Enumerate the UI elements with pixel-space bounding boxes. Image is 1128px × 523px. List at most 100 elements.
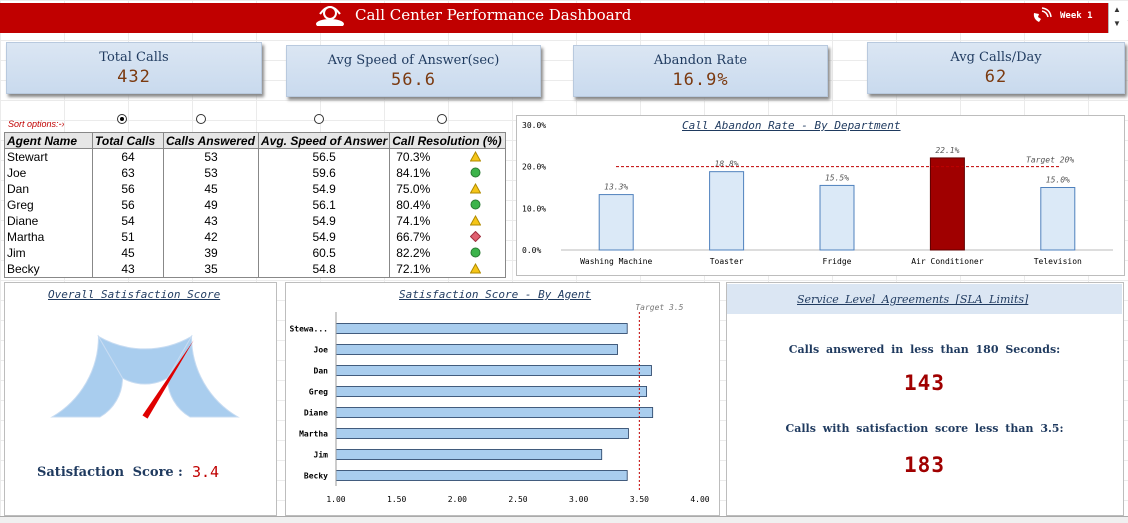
x-tick-label: 4.00 — [690, 495, 709, 504]
abandon-chart-title: Call Abandon Rate - By Department — [682, 119, 901, 132]
agent-name-cell: Martha — [4, 229, 93, 245]
calls-answered-cell: 35 — [163, 261, 259, 278]
agent-name-cell: Stewart — [4, 148, 93, 165]
agent-satisfaction-bar — [335, 470, 628, 481]
gauge-needle — [142, 340, 194, 419]
bar-value-label: 15.0% — [1046, 176, 1070, 185]
avg-speed-cell: 56.1 — [257, 197, 391, 213]
headset-icon — [316, 6, 344, 26]
col-call-resolution[interactable]: Call Resolution (%) — [389, 132, 507, 149]
agent-name-cell: Becky — [4, 261, 93, 278]
satisfaction-gauge-panel — [4, 282, 277, 516]
table-row: Jim 45 39 60.5 82.2% — [4, 245, 507, 261]
kpi-label: Abandon Rate — [653, 53, 748, 68]
agent-name-cell: Greg — [4, 197, 93, 213]
sort-radio-calls-answered[interactable] — [196, 114, 206, 124]
total-calls-cell: 63 — [92, 165, 164, 181]
week-label[interactable]: Week 1 — [1060, 11, 1093, 21]
x-tick-label: 3.50 — [630, 495, 649, 504]
abandon-bar — [1040, 187, 1076, 251]
avg-speed-cell: 54.9 — [257, 213, 391, 229]
red-diamond-icon — [470, 231, 482, 242]
agent-satisfaction-bar — [335, 407, 654, 418]
green-circle-icon — [470, 199, 481, 210]
col-avg-speed[interactable]: Avg. Speed of Answer — [257, 132, 391, 149]
kpi-label: Avg Speed of Answer(sec) — [327, 53, 500, 68]
spinner-down-icon[interactable]: ▼ — [1113, 19, 1121, 28]
call-resolution-cell: 75.0% — [389, 181, 507, 197]
resolution-value: 82.2% — [396, 246, 431, 260]
kpi-abandon-rate: Abandon Rate 16.9% — [573, 45, 828, 97]
calls-answered-cell: 45 — [163, 181, 259, 197]
agent-tick-label: Dan — [314, 367, 329, 376]
title-bar — [0, 3, 1108, 33]
y-tick-label: 30.0% — [522, 121, 546, 130]
abandon-bar — [598, 194, 634, 251]
sla-value-answered: 143 — [904, 371, 945, 395]
resolution-value: 72.1% — [396, 262, 431, 276]
kpi-value: 16.9% — [672, 70, 729, 90]
agent-name-cell: Jim — [4, 245, 93, 261]
table-row: Joe 63 53 59.6 84.1% — [4, 165, 507, 181]
sort-radio-resolution[interactable] — [437, 114, 447, 124]
total-calls-cell: 56 — [92, 197, 164, 213]
avg-speed-cell: 54.8 — [257, 261, 391, 278]
agent-tick-label: Jim — [314, 450, 329, 460]
warning-triangle-icon — [470, 151, 482, 162]
avg-speed-cell: 60.5 — [257, 245, 391, 261]
kpi-value: 62 — [984, 67, 1008, 87]
calls-answered-cell: 39 — [163, 245, 259, 261]
agent-satisfaction-bar — [335, 428, 629, 439]
call-resolution-cell: 74.1% — [389, 213, 507, 229]
warning-triangle-icon — [470, 263, 482, 274]
sort-radio-avg-speed[interactable] — [314, 114, 324, 124]
x-tick-label: Fridge — [823, 257, 852, 266]
col-calls-answered[interactable]: Calls Answered — [163, 132, 259, 149]
satisfaction-label: Satisfaction Score — [37, 465, 174, 480]
green-circle-icon — [470, 247, 481, 258]
total-calls-cell: 51 — [92, 229, 164, 245]
x-tick-label: 1.50 — [387, 495, 406, 504]
agent-name-cell: Diane — [4, 213, 93, 229]
x-tick-label: 3.00 — [569, 495, 588, 504]
table-row: Greg 56 49 56.1 80.4% — [4, 197, 507, 213]
col-agent-name[interactable]: Agent Name — [4, 132, 93, 149]
x-tick-label: Washing Machine — [580, 257, 652, 266]
agent-satisfaction-bar — [335, 365, 652, 376]
sla-label-answered: Calls answered in less than 180 Seconds: — [788, 343, 1061, 356]
call-resolution-cell: 80.4% — [389, 197, 507, 213]
sla-title: Service Level Agreements [SLA Limits] — [797, 293, 1029, 306]
agent-satisfaction-bar — [335, 386, 648, 397]
avg-speed-cell: 56.5 — [257, 148, 391, 165]
sheet-tabs-bar[interactable] — [0, 516, 1128, 523]
call-resolution-cell: 72.1% — [389, 261, 507, 278]
y-tick-label: 10.0% — [522, 204, 546, 213]
x-tick-label: 2.50 — [508, 495, 527, 504]
kpi-total-calls: Total Calls 432 — [6, 42, 262, 94]
col-total-calls[interactable]: Total Calls — [92, 132, 164, 149]
abandon-bar — [929, 157, 965, 251]
agent-tick-label: Greg — [309, 388, 328, 397]
sort-radio-total-calls[interactable] — [117, 114, 127, 124]
total-calls-cell: 56 — [92, 181, 164, 197]
agent-name-cell: Joe — [4, 165, 93, 181]
x-tick-label: 2.00 — [448, 495, 467, 504]
calls-answered-cell: 43 — [163, 213, 259, 229]
agent-satisfaction-chart: Stewa... Joe Dan Greg Diane Martha Jim Becky 1.0… — [289, 303, 709, 504]
table-row: Stewart 64 53 56.5 70.3% — [4, 148, 507, 165]
agent-tick-label: Martha — [299, 430, 328, 439]
agent-tick-label: Stewa... — [289, 325, 328, 334]
agent-satisfaction-bar — [335, 344, 618, 355]
week-selector[interactable] — [1026, 5, 1106, 27]
target-label: Target 3.5 — [635, 303, 683, 312]
sla-value-satisfaction: 183 — [904, 453, 945, 477]
kpi-value: 56.6 — [391, 70, 436, 90]
calls-answered-cell: 42 — [163, 229, 259, 245]
spinner-up-icon[interactable]: ▲ — [1113, 5, 1121, 14]
table-row: Dan 56 45 54.9 75.0% — [4, 181, 507, 197]
gauge-title: Overall Satisfaction Score — [48, 288, 221, 301]
table-row: Martha 51 42 54.9 66.7% — [4, 229, 507, 245]
week-spinner[interactable]: ▲ ▼ — [1108, 3, 1127, 33]
agent-satisfaction-bar — [335, 449, 603, 460]
total-calls-cell: 54 — [92, 213, 164, 229]
